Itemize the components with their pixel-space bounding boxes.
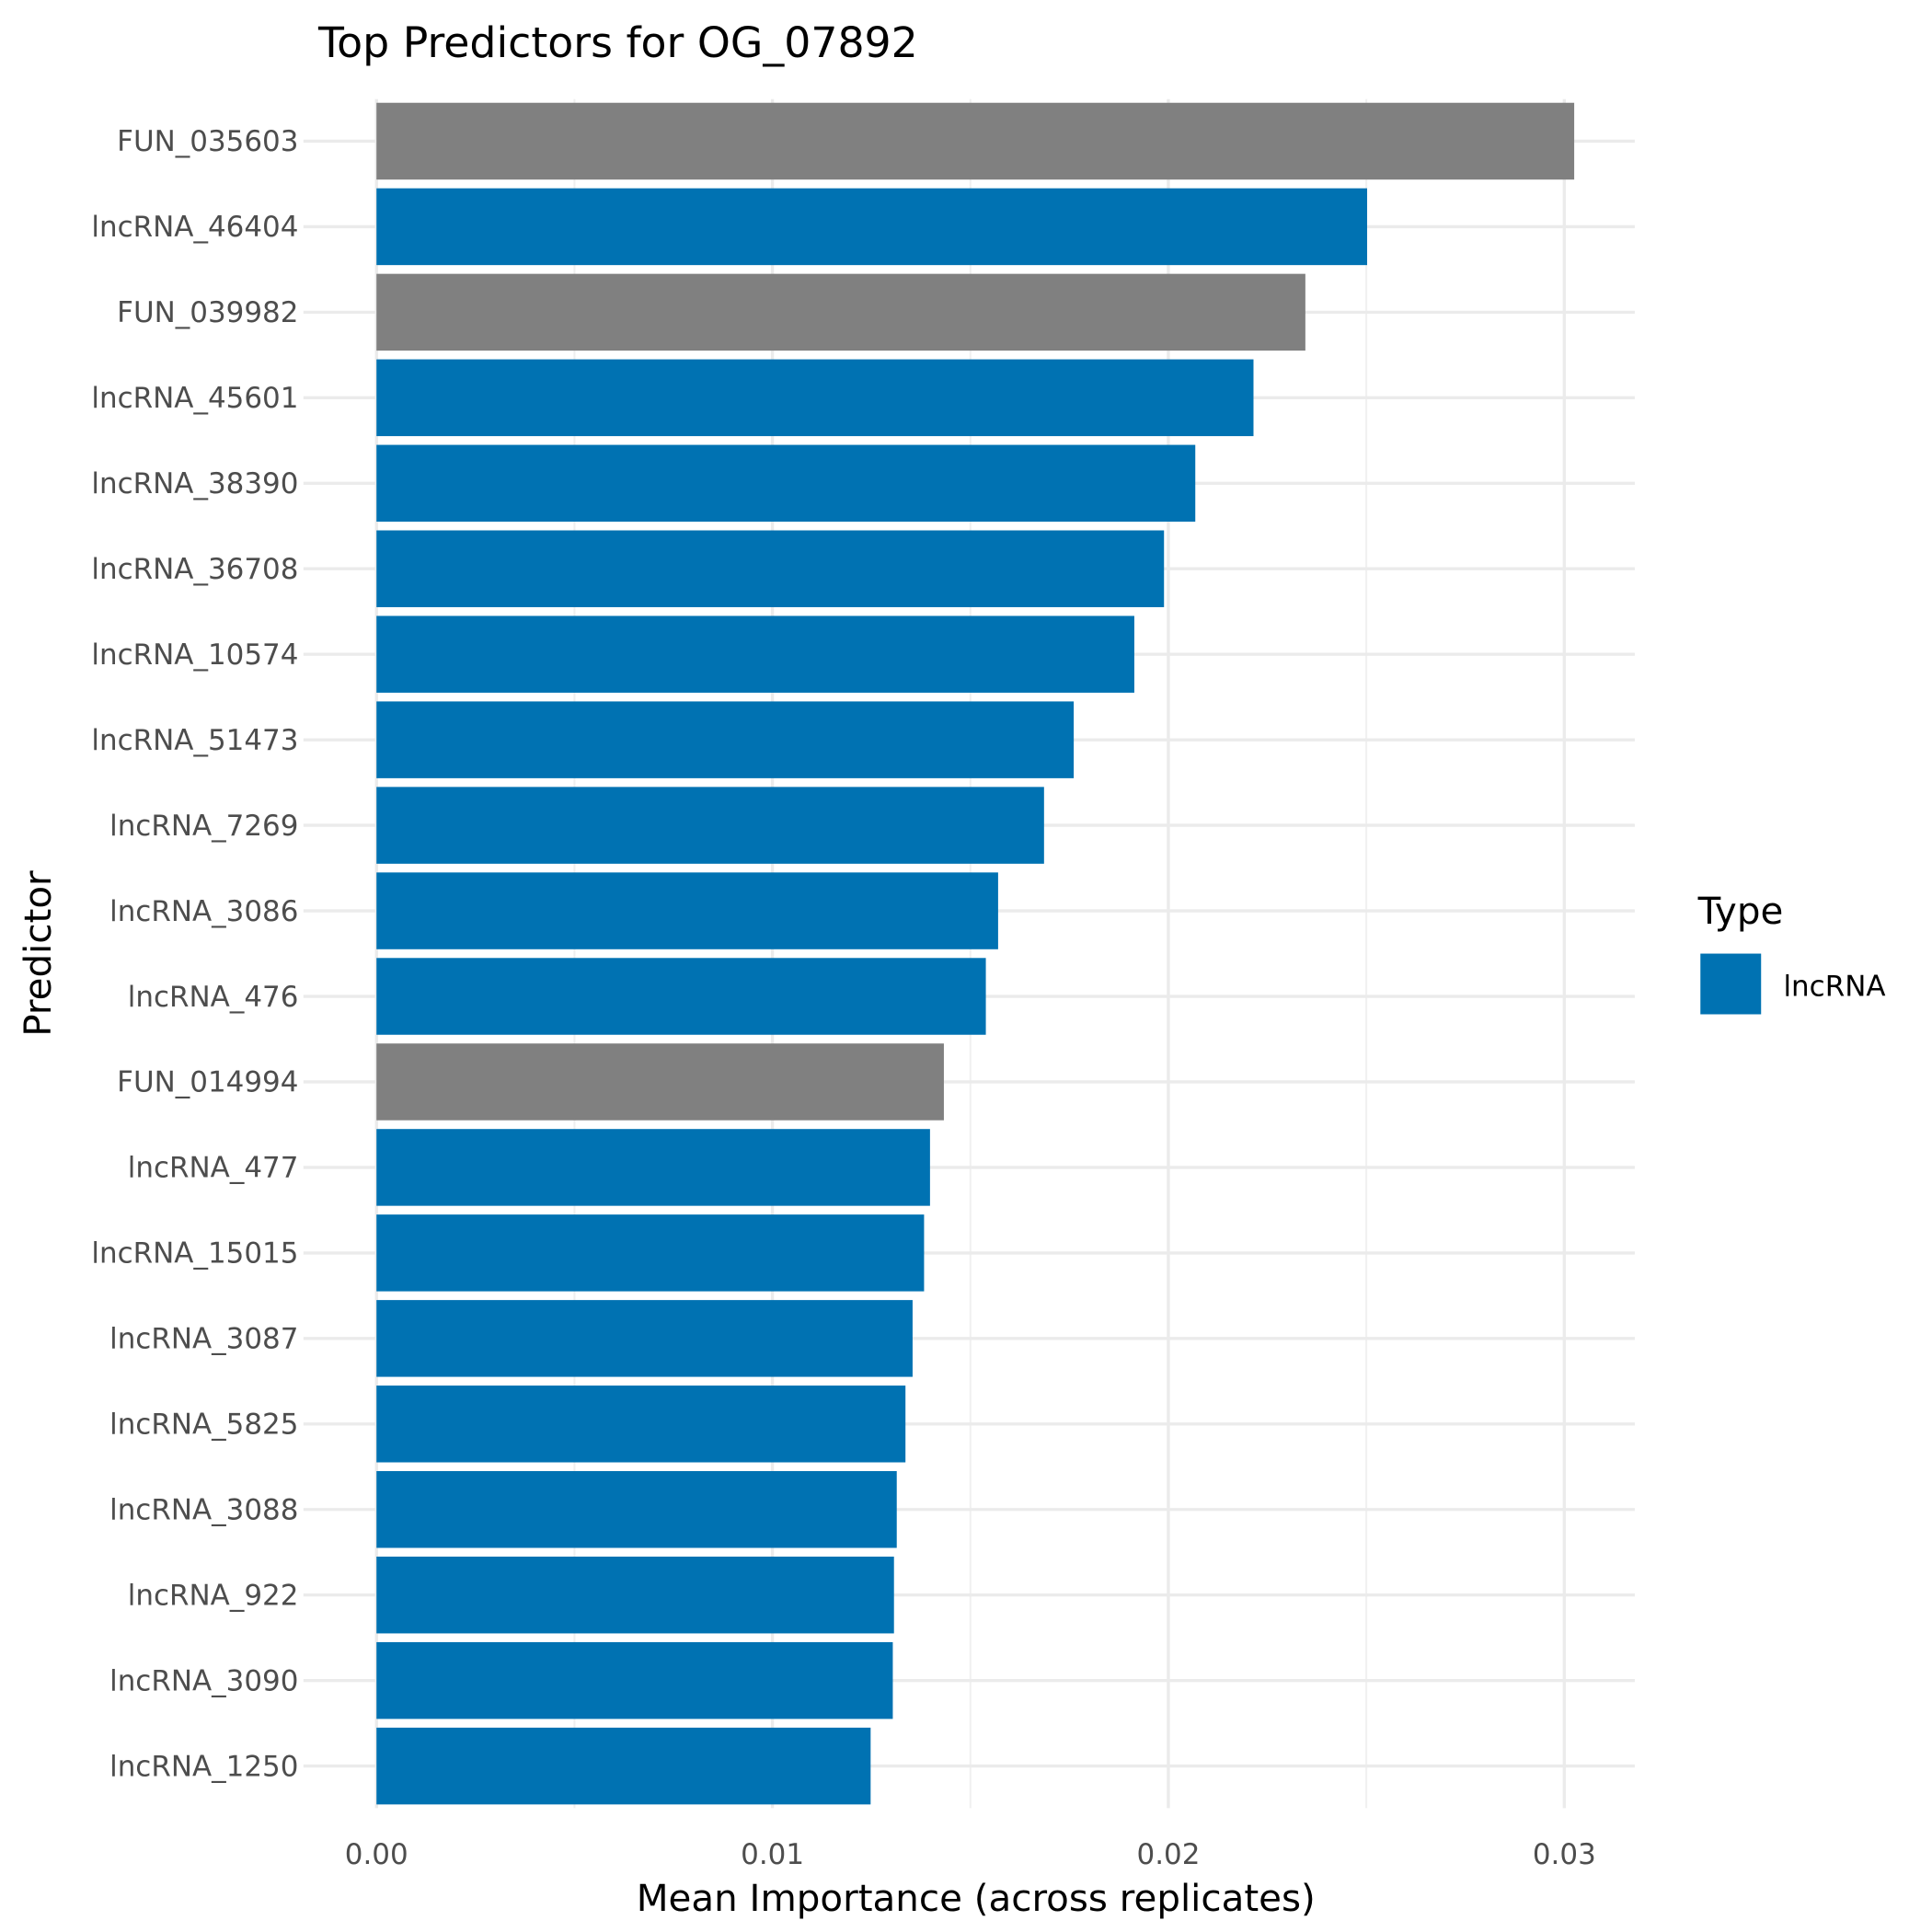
x-axis-title: Mean Importance (across replicates) — [637, 1877, 1316, 1920]
y-tick-label: lncRNA_3088 — [109, 1494, 298, 1527]
x-tick-label: 0.00 — [345, 1838, 408, 1871]
legend-swatch-lncrna — [1700, 953, 1762, 1015]
y-tick-label: lncRNA_3087 — [109, 1323, 298, 1356]
x-tick-label: 0.02 — [1137, 1838, 1201, 1871]
y-tick-label: lncRNA_7269 — [109, 810, 298, 843]
x-tick-label: 0.03 — [1533, 1838, 1596, 1871]
grid — [303, 98, 1635, 1809]
bar-fun_039982 — [376, 273, 1305, 351]
bar-lncrna_3087 — [376, 1300, 913, 1377]
y-tick-label: lncRNA_46404 — [91, 211, 298, 244]
y-tick-labels: FUN_035603 lncRNA_46404 FUN_039982 lncRNA_4… — [91, 125, 298, 1783]
y-tick-label: lncRNA_51473 — [91, 724, 298, 757]
y-tick-label: lncRNA_38390 — [91, 467, 298, 500]
y-tick-label: FUN_035603 — [117, 125, 298, 158]
chart-title: Top Predictors for OG_07892 — [317, 18, 918, 67]
legend-title: Type — [1697, 890, 1784, 933]
y-tick-label: lncRNA_45601 — [91, 382, 298, 415]
y-tick-label: lncRNA_3090 — [109, 1664, 298, 1697]
bar-lncrna_46404 — [376, 188, 1368, 266]
y-axis-title: Predictor — [17, 870, 60, 1037]
bar-lncrna_36708 — [376, 530, 1165, 607]
legend: Type lncRNA — [1697, 890, 1886, 1015]
y-tick-label: lncRNA_922 — [128, 1579, 299, 1612]
bar-lncrna_476 — [376, 958, 986, 1035]
bar-lncrna_922 — [376, 1556, 894, 1634]
bar-lncrna_477 — [376, 1129, 930, 1206]
bar-lncrna_10574 — [376, 615, 1134, 693]
bar-fun_014994 — [376, 1043, 944, 1121]
bar-lncrna_15015 — [376, 1214, 925, 1292]
legend-label-lncrna: lncRNA — [1783, 970, 1885, 1003]
y-tick-label: lncRNA_36708 — [91, 553, 298, 586]
bar-lncrna_3090 — [376, 1641, 893, 1719]
y-tick-label: lncRNA_3086 — [109, 895, 298, 928]
bar-lncrna_1250 — [376, 1727, 871, 1805]
y-tick-label: lncRNA_477 — [128, 1152, 299, 1185]
y-tick-label: lncRNA_1250 — [109, 1750, 298, 1783]
bar-lncrna_5825 — [376, 1386, 906, 1463]
bars — [376, 102, 1575, 1805]
bar-fun_035603 — [376, 102, 1575, 180]
bar-lncrna_51473 — [376, 701, 1075, 778]
x-tick-label: 0.01 — [741, 1838, 804, 1871]
bar-lncrna_3086 — [376, 872, 998, 949]
x-tick-labels: 0.00 0.01 0.02 0.03 — [345, 1838, 1596, 1871]
bar-lncrna_7269 — [376, 787, 1044, 864]
y-tick-label: lncRNA_10574 — [91, 638, 298, 672]
bar-lncrna_38390 — [376, 444, 1196, 523]
y-tick-label: lncRNA_5825 — [109, 1409, 298, 1442]
y-tick-label: lncRNA_476 — [128, 981, 299, 1014]
y-tick-label: FUN_014994 — [117, 1066, 298, 1099]
y-tick-label: lncRNA_15015 — [91, 1237, 298, 1271]
bar-lncrna_45601 — [376, 359, 1254, 437]
y-tick-label: FUN_039982 — [117, 296, 298, 329]
bar-lncrna_3088 — [376, 1471, 897, 1548]
